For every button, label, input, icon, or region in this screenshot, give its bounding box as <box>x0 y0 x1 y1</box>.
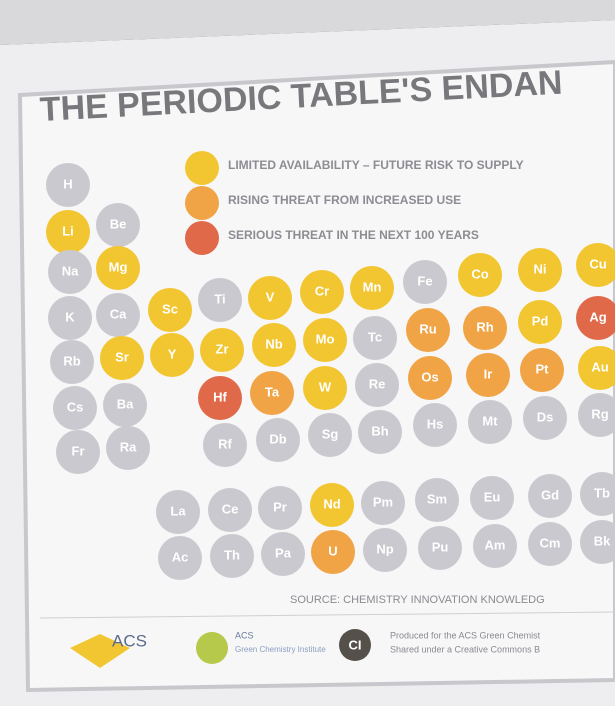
element-symbol: Pa <box>275 545 292 560</box>
gci-acs: ACS <box>235 630 254 640</box>
source: SOURCE: CHEMISTRY INNOVATION KNOWLEDG <box>290 594 545 606</box>
legend-label: LIMITED AVAILABILITY – FUTURE RISK TO SU… <box>228 158 524 172</box>
element-symbol: Pr <box>273 499 287 514</box>
ci-text: CI <box>349 637 362 652</box>
element-symbol: Ru <box>419 321 436 336</box>
element-symbol: Rh <box>476 319 493 334</box>
element-symbol: Rg <box>591 406 608 421</box>
element-symbol: Co <box>471 266 488 281</box>
element-symbol: Fr <box>72 443 85 458</box>
element-symbol: Rb <box>63 353 80 368</box>
element-symbol: Ra <box>120 439 137 454</box>
element-symbol: Rf <box>218 436 232 451</box>
element-symbol: Pu <box>432 539 449 554</box>
gci-logo <box>196 632 228 664</box>
element-symbol: Ca <box>110 306 127 321</box>
element-symbol: H <box>63 176 72 191</box>
element-symbol: Pt <box>536 361 550 376</box>
element-symbol: Nb <box>265 336 282 351</box>
element-symbol: Pm <box>373 494 393 509</box>
element-symbol: Nd <box>323 496 340 511</box>
element-symbol: Zr <box>216 341 229 356</box>
element-symbol: Db <box>269 431 286 446</box>
legend-swatch <box>185 221 219 255</box>
element-symbol: Ni <box>534 261 547 276</box>
legend-label: RISING THREAT FROM INCREASED USE <box>228 193 461 207</box>
element-symbol: V <box>266 289 275 304</box>
element-symbol: Mg <box>109 259 128 274</box>
element-symbol: Pd <box>532 313 549 328</box>
element-symbol: W <box>319 379 332 394</box>
element-symbol: Sm <box>427 491 447 506</box>
element-symbol: Ba <box>117 396 134 411</box>
element-symbol: Gd <box>541 487 559 502</box>
element-symbol: Tb <box>594 485 610 500</box>
element-symbol: Am <box>485 537 506 552</box>
legend-label: SERIOUS THREAT IN THE NEXT 100 YEARS <box>228 228 479 242</box>
element-symbol: Sg <box>322 426 339 441</box>
element-symbol: Cm <box>540 535 561 550</box>
element-symbol: La <box>170 503 186 518</box>
element-symbol: Tc <box>368 329 382 344</box>
element-symbol: Cs <box>67 399 84 414</box>
element-symbol: Mo <box>316 331 335 346</box>
element-symbol: U <box>328 543 337 558</box>
acs-text: ACS <box>112 631 147 650</box>
produced: Produced for the ACS Green Chemist <box>390 630 541 640</box>
element-symbol: Th <box>224 547 240 562</box>
element-symbol: Mt <box>482 413 498 428</box>
legend-swatch <box>185 151 219 185</box>
element-symbol: Ce <box>222 501 239 516</box>
element-symbol: Ac <box>172 549 189 564</box>
element-symbol: Ti <box>214 291 225 306</box>
element-symbol: Os <box>421 369 438 384</box>
element-symbol: Eu <box>484 489 501 504</box>
element-symbol: Re <box>369 376 386 391</box>
element-symbol: Cu <box>589 256 606 271</box>
element-symbol: Ta <box>265 384 280 399</box>
element-symbol: Y <box>168 346 177 361</box>
element-symbol: Bk <box>594 533 611 548</box>
element-symbol: Ag <box>589 309 606 324</box>
element-symbol: Ds <box>537 409 554 424</box>
page: THE PERIODIC TABLE'S ENDAN LIMITED AVAIL… <box>0 0 615 706</box>
photo: THE PERIODIC TABLE'S ENDAN LIMITED AVAIL… <box>0 0 615 706</box>
element-symbol: Be <box>110 216 127 231</box>
element-symbol: Na <box>62 263 79 278</box>
shared: Shared under a Creative Commons B <box>390 644 540 654</box>
element-symbol: Ir <box>484 366 493 381</box>
element-symbol: Hs <box>427 416 444 431</box>
element-symbol: Hf <box>213 389 227 404</box>
element-symbol: Mn <box>363 279 382 294</box>
element-symbol: Np <box>376 541 393 556</box>
element-symbol: Cr <box>315 283 329 298</box>
element-symbol: K <box>65 309 75 324</box>
element-symbol: Sr <box>115 349 129 364</box>
element-symbol: Bh <box>371 423 388 438</box>
element-symbol: Fe <box>417 273 432 288</box>
element-symbol: Li <box>62 223 74 238</box>
gci-text: Green Chemistry Institute <box>235 645 326 654</box>
element-symbol: Sc <box>162 301 178 316</box>
legend-swatch <box>185 186 219 220</box>
element-symbol: Au <box>591 359 608 374</box>
